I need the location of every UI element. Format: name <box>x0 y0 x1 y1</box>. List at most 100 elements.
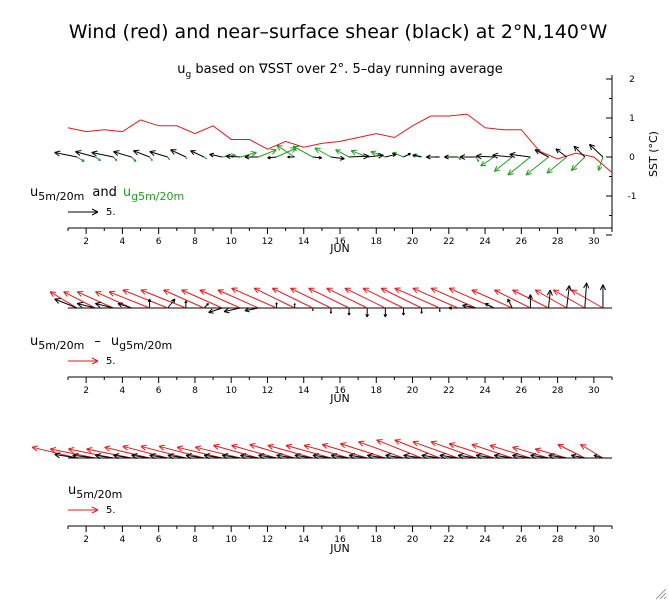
shear-vector <box>244 154 259 160</box>
shear-vector <box>95 301 114 309</box>
wind-vector <box>285 443 332 459</box>
x-tick-label: 4 <box>120 386 126 396</box>
geo-shear-vector <box>258 148 277 158</box>
wind-vector <box>271 287 314 309</box>
wind-vector <box>534 289 567 309</box>
shear-vector <box>403 453 422 460</box>
wind-vector <box>326 287 368 309</box>
wind-vector <box>49 447 96 459</box>
x-tick-label: 2 <box>83 535 89 545</box>
geo-shear-vector <box>149 156 153 162</box>
shear-vector <box>475 453 495 460</box>
wind-vector <box>471 443 513 459</box>
geo-shear-vector <box>507 156 531 176</box>
sst-ticks: 2 1 0 -1 <box>606 75 637 236</box>
shear-vector <box>244 307 259 313</box>
shear-vector <box>185 453 205 460</box>
wind-vector <box>534 447 567 459</box>
wind-vector <box>308 287 350 309</box>
wind-vector <box>494 289 531 309</box>
x-tick-label: 8 <box>192 535 198 545</box>
shear-vector <box>330 453 350 460</box>
shear-vector <box>170 149 187 158</box>
shear-vector <box>438 308 441 312</box>
geo-shear-vector <box>457 156 462 161</box>
wind-vector <box>430 287 477 309</box>
wind-vector <box>557 444 586 459</box>
wind-vector <box>104 445 150 459</box>
x-tick-label: 10 <box>225 237 237 247</box>
shear-vector <box>184 300 188 308</box>
wind-vector <box>430 440 477 459</box>
shear-vector <box>54 452 78 459</box>
shear-vector <box>421 453 440 460</box>
x-tick-label: 30 <box>588 535 600 545</box>
x-tick-label: 20 <box>407 386 419 396</box>
shear-vector <box>383 308 388 318</box>
x-tick-label: 16 <box>334 535 346 545</box>
geo-shear-vector <box>240 150 257 158</box>
shear-vector <box>570 453 585 459</box>
x-tick-label: 28 <box>552 237 564 247</box>
legend-1-sub1: 5m/20m <box>38 190 84 203</box>
wind-vector <box>394 287 440 309</box>
shear-vector <box>293 303 296 308</box>
x-tick-label: 24 <box>479 237 491 247</box>
legend-3-text: u5m/20m <box>68 483 122 501</box>
wind-vector <box>95 291 132 309</box>
x-tick-label: 30 <box>588 386 600 396</box>
geo-shear-vector <box>475 156 480 162</box>
x-tick-label: 22 <box>443 535 454 545</box>
geo-shear-vector <box>493 156 513 172</box>
vectors-3 <box>31 439 612 460</box>
wind-vector <box>394 439 440 459</box>
shear-vector <box>593 454 604 459</box>
x-tick-label: 2 <box>83 237 89 247</box>
x-tick-label: 20 <box>407 535 419 545</box>
x-tick-label: 28 <box>552 386 564 396</box>
resize-grip-icon[interactable] <box>655 588 667 600</box>
shear-vector <box>412 153 422 158</box>
wind-vector <box>163 289 205 309</box>
panel-2: 2 4 6 8 10 12 14 16 18 20 22 24 26 28 30 JUN u5m/20m – u… <box>30 282 613 405</box>
x-tick-label: 6 <box>156 535 162 545</box>
legend-1-u1: u <box>30 185 38 200</box>
geo-shear-vector <box>203 156 208 160</box>
wind-vector <box>176 445 223 459</box>
shear-vector <box>509 151 531 159</box>
sst-tick-label: 1 <box>629 114 635 124</box>
wind-vector <box>108 290 150 309</box>
wind-vector <box>199 289 241 309</box>
wind-vector <box>339 442 386 459</box>
legend-2: u5m/20m – ug5m/20m 5. <box>30 334 172 367</box>
x-ticks-1: 2 4 6 8 10 12 14 16 18 20 22 24 26 28 30 <box>67 228 613 247</box>
sst-tick-label: 2 <box>629 75 635 85</box>
shear-vector <box>555 148 567 158</box>
shear-vector <box>588 143 604 158</box>
wind-vector <box>321 443 368 459</box>
wind-vector <box>213 443 259 459</box>
x-tick-label: 14 <box>298 386 310 396</box>
wind-vector <box>303 443 350 459</box>
x-tick-label: 12 <box>262 535 273 545</box>
legend-2-sub2: g5m/20m <box>119 339 172 352</box>
x-tick-label: 22 <box>443 386 454 396</box>
wind-vector <box>376 439 422 459</box>
x-ticks-2: 2 4 6 8 10 12 14 16 18 20 22 24 26 28 30 <box>67 377 613 396</box>
x-tick-label: 2 <box>83 386 89 396</box>
shear-vector <box>131 453 150 460</box>
shear-vector <box>311 308 314 311</box>
wind-vector <box>231 443 277 459</box>
wind-vector <box>217 289 259 309</box>
wind-vector <box>122 444 168 459</box>
shear-vector <box>113 453 132 460</box>
subtitle-u: u <box>177 62 185 77</box>
geo-shear-vector <box>276 144 295 158</box>
sst-tick-label: -1 <box>628 192 637 202</box>
shear-vector <box>147 298 152 308</box>
shear-vector <box>190 150 205 158</box>
legend-1: u5m/20m and ug5m/20m 5. <box>30 185 184 218</box>
shear-vector <box>208 307 223 314</box>
sst-tick-label: 0 <box>629 153 635 163</box>
shear-vector <box>312 453 332 460</box>
